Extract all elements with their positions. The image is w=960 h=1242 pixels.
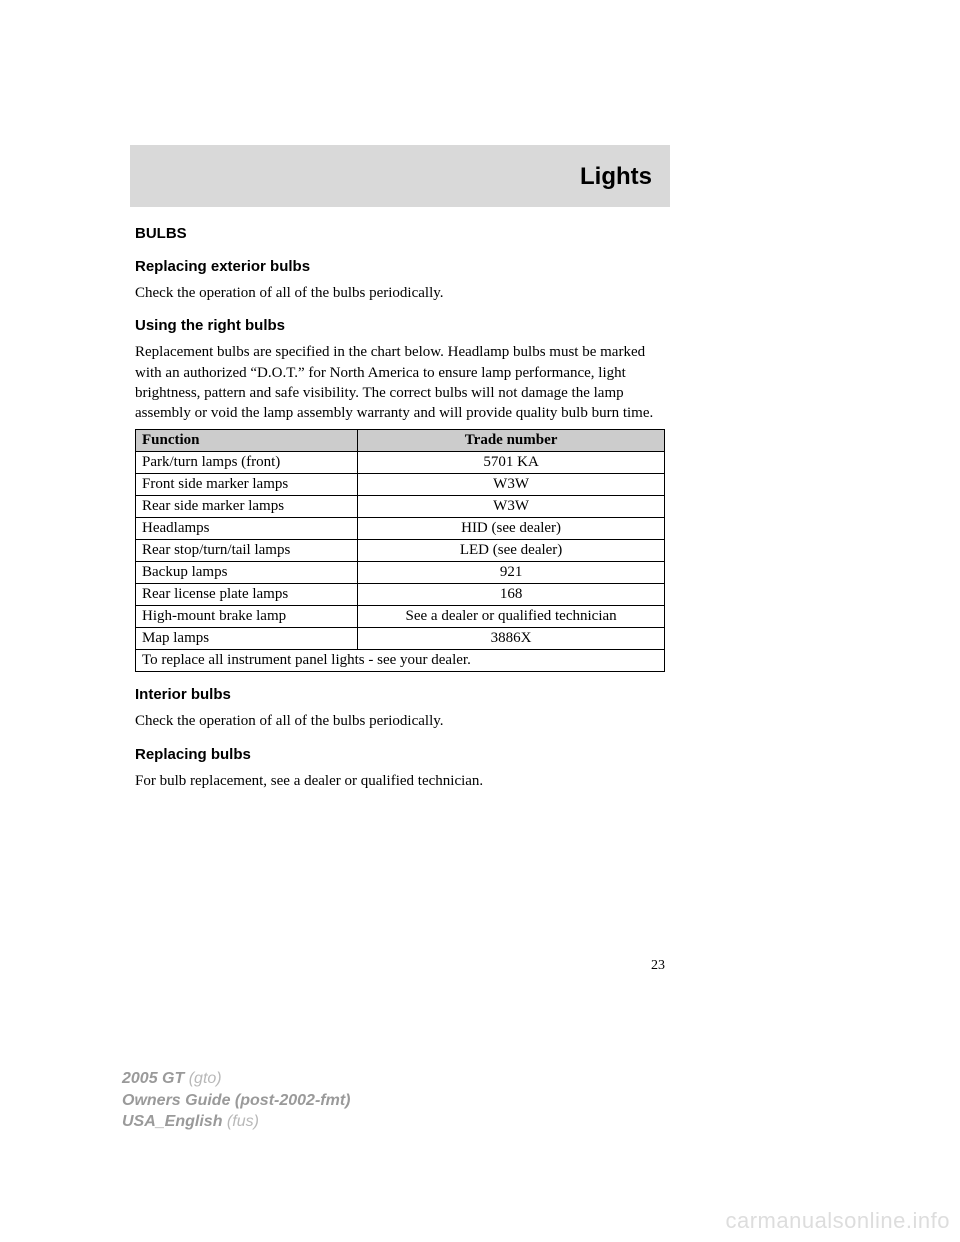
- page-number: 23: [135, 958, 665, 974]
- cell-trade: 5701 KA: [358, 452, 665, 474]
- footer-line-2: Owners Guide (post-2002-fmt): [122, 1090, 350, 1112]
- header-band: Lights: [130, 145, 670, 207]
- cell-trade: W3W: [358, 474, 665, 496]
- table-row: Front side marker lampsW3W: [136, 474, 665, 496]
- table-row: Park/turn lamps (front)5701 KA: [136, 452, 665, 474]
- cell-function: Rear side marker lamps: [136, 496, 358, 518]
- col-header-trade: Trade number: [358, 430, 665, 452]
- cell-trade: 168: [358, 584, 665, 606]
- cell-trade: W3W: [358, 496, 665, 518]
- cell-function: Rear stop/turn/tail lamps: [136, 540, 358, 562]
- para-replacing-exterior: Check the operation of all of the bulbs …: [135, 283, 665, 303]
- para-using-right: Replacement bulbs are specified in the c…: [135, 342, 665, 423]
- col-header-function: Function: [136, 430, 358, 452]
- footer-guide: Owners Guide (post-2002-fmt): [122, 1092, 350, 1109]
- cell-trade: 921: [358, 562, 665, 584]
- cell-function: High-mount brake lamp: [136, 606, 358, 628]
- table-row: Rear stop/turn/tail lampsLED (see dealer…: [136, 540, 665, 562]
- cell-function: Headlamps: [136, 518, 358, 540]
- footer-block: 2005 GT (gto) Owners Guide (post-2002-fm…: [122, 1068, 350, 1133]
- footer-lang-code: (fus): [222, 1113, 258, 1130]
- para-replacing-bulbs: For bulb replacement, see a dealer or qu…: [135, 771, 665, 791]
- cell-trade: 3886X: [358, 628, 665, 650]
- cell-function: Park/turn lamps (front): [136, 452, 358, 474]
- table-row: High-mount brake lampSee a dealer or qua…: [136, 606, 665, 628]
- cell-function: Map lamps: [136, 628, 358, 650]
- watermark: carmanualsonline.info: [725, 1208, 950, 1234]
- footer-model-code: (gto): [184, 1070, 221, 1087]
- section-header-title: Lights: [580, 163, 652, 191]
- cell-function: Front side marker lamps: [136, 474, 358, 496]
- footer-line-1: 2005 GT (gto): [122, 1068, 350, 1090]
- table-row: Rear license plate lamps168: [136, 584, 665, 606]
- cell-trade: See a dealer or qualified technician: [358, 606, 665, 628]
- heading-replacing-bulbs: Replacing bulbs: [135, 746, 665, 763]
- footer-model: 2005 GT: [122, 1070, 184, 1087]
- bulbs-table: Function Trade number Park/turn lamps (f…: [135, 429, 665, 672]
- table-header-row: Function Trade number: [136, 430, 665, 452]
- content-area: BULBS Replacing exterior bulbs Check the…: [135, 225, 665, 797]
- table-row: Rear side marker lampsW3W: [136, 496, 665, 518]
- heading-interior-bulbs: Interior bulbs: [135, 686, 665, 703]
- footer-lang: USA_English: [122, 1113, 222, 1130]
- heading-using-right: Using the right bulbs: [135, 317, 665, 334]
- heading-bulbs: BULBS: [135, 225, 665, 242]
- cell-trade: LED (see dealer): [358, 540, 665, 562]
- table-row: Backup lamps921: [136, 562, 665, 584]
- cell-footer: To replace all instrument panel lights -…: [136, 650, 665, 672]
- table-row: Map lamps3886X: [136, 628, 665, 650]
- table-row: HeadlampsHID (see dealer): [136, 518, 665, 540]
- cell-function: Rear license plate lamps: [136, 584, 358, 606]
- footer-line-3: USA_English (fus): [122, 1111, 350, 1133]
- heading-replacing-exterior: Replacing exterior bulbs: [135, 258, 665, 275]
- table-footer-row: To replace all instrument panel lights -…: [136, 650, 665, 672]
- cell-trade: HID (see dealer): [358, 518, 665, 540]
- cell-function: Backup lamps: [136, 562, 358, 584]
- page: Lights BULBS Replacing exterior bulbs Ch…: [0, 0, 960, 1242]
- para-interior-bulbs: Check the operation of all of the bulbs …: [135, 711, 665, 731]
